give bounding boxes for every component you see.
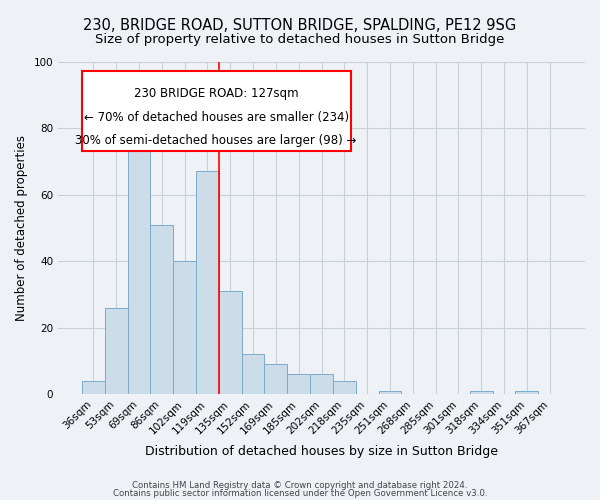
Text: 230, BRIDGE ROAD, SUTTON BRIDGE, SPALDING, PE12 9SG: 230, BRIDGE ROAD, SUTTON BRIDGE, SPALDIN… bbox=[83, 18, 517, 32]
Bar bbox=[379, 391, 401, 394]
Bar bbox=[82, 381, 105, 394]
Bar bbox=[173, 262, 196, 394]
Bar bbox=[310, 374, 333, 394]
Bar bbox=[470, 391, 493, 394]
Text: Contains HM Land Registry data © Crown copyright and database right 2024.: Contains HM Land Registry data © Crown c… bbox=[132, 480, 468, 490]
Bar bbox=[151, 224, 173, 394]
Text: Contains public sector information licensed under the Open Government Licence v3: Contains public sector information licen… bbox=[113, 489, 487, 498]
Text: ← 70% of detached houses are smaller (234): ← 70% of detached houses are smaller (23… bbox=[83, 112, 349, 124]
Text: 30% of semi-detached houses are larger (98) →: 30% of semi-detached houses are larger (… bbox=[76, 134, 357, 146]
Bar bbox=[333, 381, 356, 394]
Bar bbox=[515, 391, 538, 394]
Bar bbox=[219, 291, 242, 395]
Bar bbox=[265, 364, 287, 394]
Y-axis label: Number of detached properties: Number of detached properties bbox=[15, 135, 28, 321]
X-axis label: Distribution of detached houses by size in Sutton Bridge: Distribution of detached houses by size … bbox=[145, 444, 498, 458]
Bar bbox=[287, 374, 310, 394]
Text: Size of property relative to detached houses in Sutton Bridge: Size of property relative to detached ho… bbox=[95, 32, 505, 46]
Bar bbox=[128, 115, 151, 394]
Bar bbox=[242, 354, 265, 395]
FancyBboxPatch shape bbox=[82, 72, 350, 152]
Bar bbox=[196, 172, 219, 394]
Bar bbox=[105, 308, 128, 394]
Text: 230 BRIDGE ROAD: 127sqm: 230 BRIDGE ROAD: 127sqm bbox=[134, 88, 298, 101]
